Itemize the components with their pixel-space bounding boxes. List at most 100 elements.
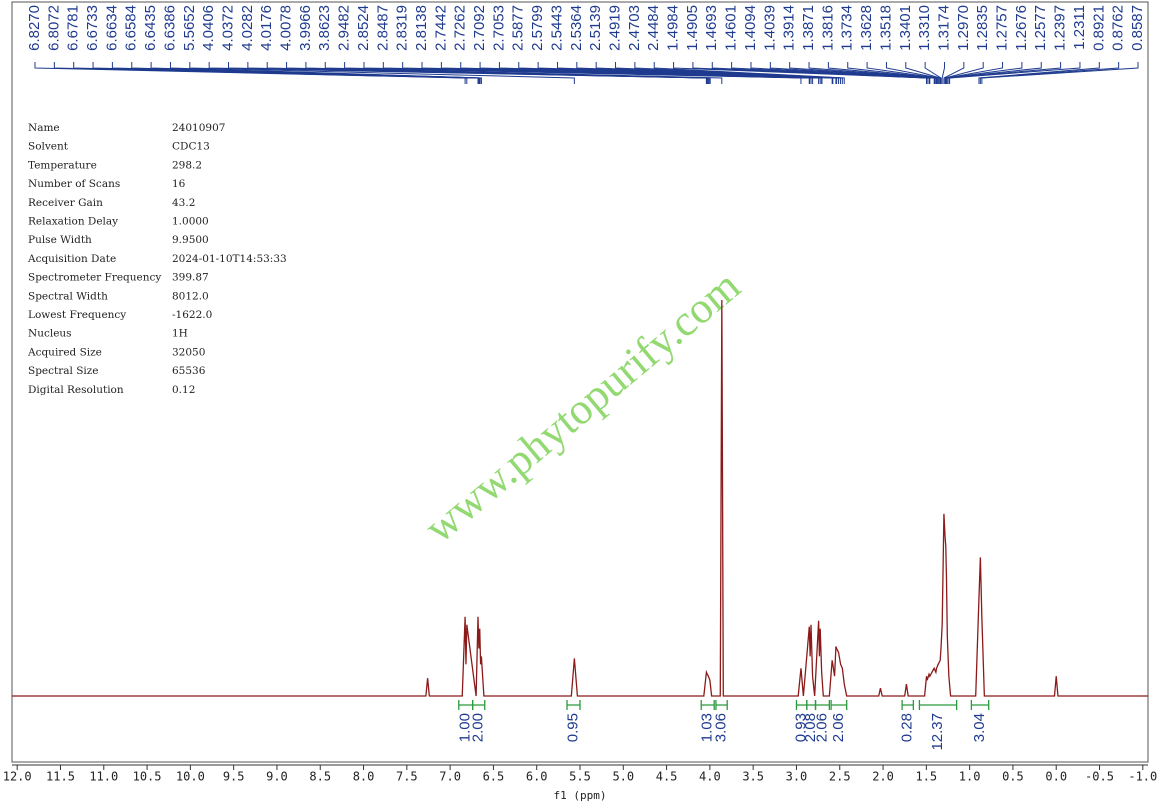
- x-tick-label: 7.0: [439, 770, 461, 784]
- peak-label: 0.8921: [1090, 5, 1107, 51]
- x-tick-label: 11.5: [46, 770, 75, 784]
- integral-bracket: [830, 700, 848, 710]
- peak-label: 2.5799: [529, 5, 546, 51]
- peak-connector: [711, 62, 930, 84]
- peak-label: 1.2676: [1013, 5, 1030, 51]
- x-tick-label: 9.0: [266, 770, 288, 784]
- param-label: Spectral Size: [28, 365, 99, 377]
- peak-label: 6.6733: [84, 5, 101, 51]
- param-label: Temperature: [28, 159, 97, 171]
- peak-label: 1.3518: [877, 5, 894, 51]
- peak-label: 2.4703: [626, 5, 643, 51]
- peak-connector: [949, 62, 1081, 84]
- peak-label: 2.9482: [336, 5, 353, 51]
- param-label: Lowest Frequency: [28, 309, 126, 321]
- peak-connector: [866, 62, 939, 84]
- peak-connector: [189, 62, 575, 84]
- x-tick-label: 8.0: [353, 770, 375, 784]
- x-tick-label: 2.0: [872, 770, 894, 784]
- spectrum-line: [12, 299, 1148, 697]
- peak-label: 4.0176: [258, 5, 275, 51]
- peak-label: 6.8072: [45, 5, 62, 51]
- peak-label: 2.7262: [452, 5, 469, 51]
- x-axis-label: f1 (ppm): [554, 789, 607, 802]
- x-tick-label: 12.0: [3, 770, 32, 784]
- integral-label: 0.95: [564, 713, 581, 742]
- integral-bracket: [814, 700, 831, 710]
- integral-label: 0.28: [899, 713, 916, 742]
- x-tick-label: -0.5: [1085, 770, 1114, 784]
- param-label: Receiver Gain: [28, 197, 103, 209]
- param-value: 399.87: [172, 272, 209, 284]
- integral-bracket: [806, 700, 817, 710]
- integral-label: 12.37: [929, 713, 946, 751]
- integral-label: 3.04: [971, 713, 988, 742]
- peak-label: 1.3816: [819, 5, 836, 51]
- param-value: 8012.0: [172, 290, 209, 302]
- x-tick-label: 1.0: [959, 770, 981, 784]
- x-tick-label: 5.0: [612, 770, 634, 784]
- param-label: Number of Scans: [28, 178, 120, 190]
- integral-bracket: [970, 700, 990, 710]
- x-tick-label: 11.0: [89, 770, 118, 784]
- x-tick-label: 5.5: [569, 770, 591, 784]
- param-value: -1622.0: [172, 309, 212, 321]
- peak-connector: [941, 62, 945, 84]
- param-label: Solvent: [28, 141, 69, 153]
- peak-label: 2.8487: [374, 5, 391, 51]
- peak-label: 1.2757: [994, 5, 1011, 51]
- integral-bracket: [471, 700, 486, 710]
- peak-label: 1.4039: [761, 5, 778, 51]
- x-tick-label: 0.5: [1002, 770, 1024, 784]
- x-tick-label: 3.5: [742, 770, 764, 784]
- peak-label: 1.3174: [935, 5, 952, 51]
- peak-label: 1.4094: [742, 5, 759, 51]
- peak-label: 2.5443: [548, 5, 565, 51]
- peak-label: 2.7053: [490, 5, 507, 51]
- peak-label: 1.4601: [723, 5, 740, 51]
- watermark: www.phytopurify.com: [415, 261, 749, 553]
- integral-label: 1.03: [699, 713, 716, 742]
- integral-bracket: [918, 700, 958, 710]
- integral-label: 2.06: [813, 713, 830, 742]
- peak-connector: [978, 62, 1100, 84]
- param-value: 32050: [172, 346, 205, 358]
- peak-label: 6.6386: [161, 5, 178, 51]
- peak-label: 2.4919: [606, 5, 623, 51]
- peak-connector: [924, 62, 942, 84]
- peak-label: 0.8587: [1129, 5, 1146, 51]
- peak-connector: [981, 62, 1139, 84]
- x-tick-label: 4.5: [656, 770, 678, 784]
- peak-connector: [945, 62, 1004, 84]
- param-value: 298.2: [172, 159, 202, 171]
- integral-bracket: [901, 700, 915, 710]
- peak-label: 3.8623: [316, 5, 333, 51]
- peak-label: 4.0406: [200, 5, 217, 51]
- param-value: 43.2: [172, 197, 195, 209]
- x-tick-label: 0.0: [1045, 770, 1067, 784]
- integral-bracket: [700, 700, 715, 710]
- peak-connector: [943, 62, 965, 84]
- peak-connector: [769, 62, 936, 84]
- x-tick-label: 2.5: [829, 770, 851, 784]
- peak-label: 1.3871: [800, 5, 817, 51]
- param-value: 9.9500: [172, 234, 209, 246]
- peak-label: 4.0372: [219, 5, 236, 51]
- param-label: Digital Resolution: [28, 384, 124, 396]
- peak-connector: [944, 62, 984, 84]
- param-value: CDC13: [172, 141, 210, 153]
- peak-label: 1.4984: [665, 5, 682, 51]
- param-label: Name: [28, 122, 60, 134]
- peak-label: 2.5364: [568, 5, 585, 51]
- integral-label: 2.06: [830, 713, 847, 742]
- integral-label: 1.00: [457, 713, 474, 742]
- integral-bracket: [566, 700, 581, 710]
- peak-connector: [948, 62, 1062, 84]
- peak-label: 4.0078: [278, 5, 295, 51]
- peak-label: 2.5877: [510, 5, 527, 51]
- peak-label: 5.5652: [181, 5, 198, 51]
- param-value: 2024-01-10T14:53:33: [172, 253, 287, 265]
- peak-label: 6.6435: [142, 5, 159, 51]
- param-label: Acquired Size: [27, 346, 102, 358]
